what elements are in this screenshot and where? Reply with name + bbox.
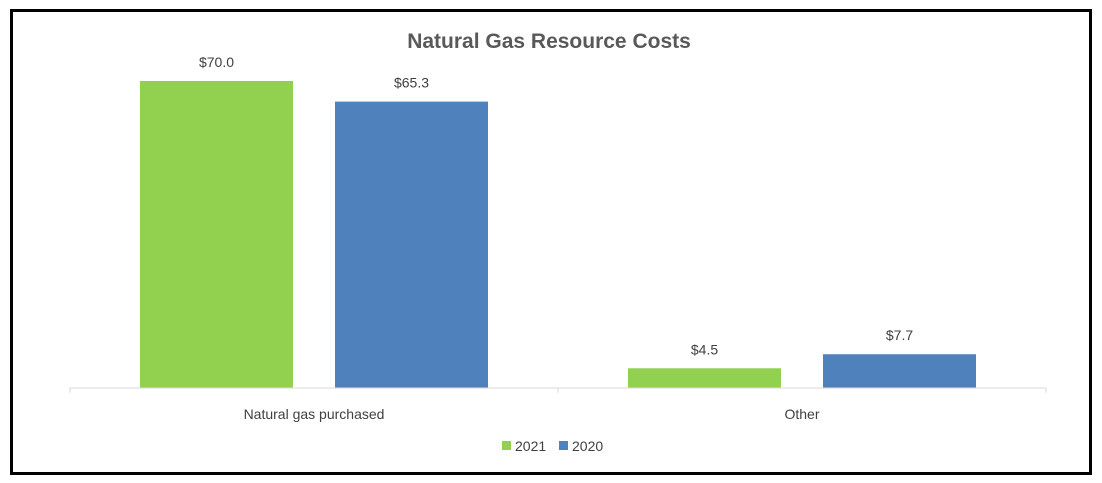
legend-label-2021: 2021 [515,438,546,454]
bar-2021-other [628,368,781,388]
category-label: Other [784,406,819,422]
legend-swatch-2021 [502,441,511,450]
data-label: $65.3 [394,75,429,91]
category-label: Natural gas purchased [244,406,385,422]
bar-2020-other [823,354,976,388]
bar-2021-natural-gas-purchased [140,81,293,388]
data-label: $70.0 [199,54,234,70]
data-label: $4.5 [691,341,718,357]
data-label: $7.7 [886,327,913,343]
legend-swatch-2020 [559,441,568,450]
legend-label-2020: 2020 [572,438,603,454]
chart-title: Natural Gas Resource Costs [407,30,691,53]
bar-2020-natural-gas-purchased [335,101,488,388]
